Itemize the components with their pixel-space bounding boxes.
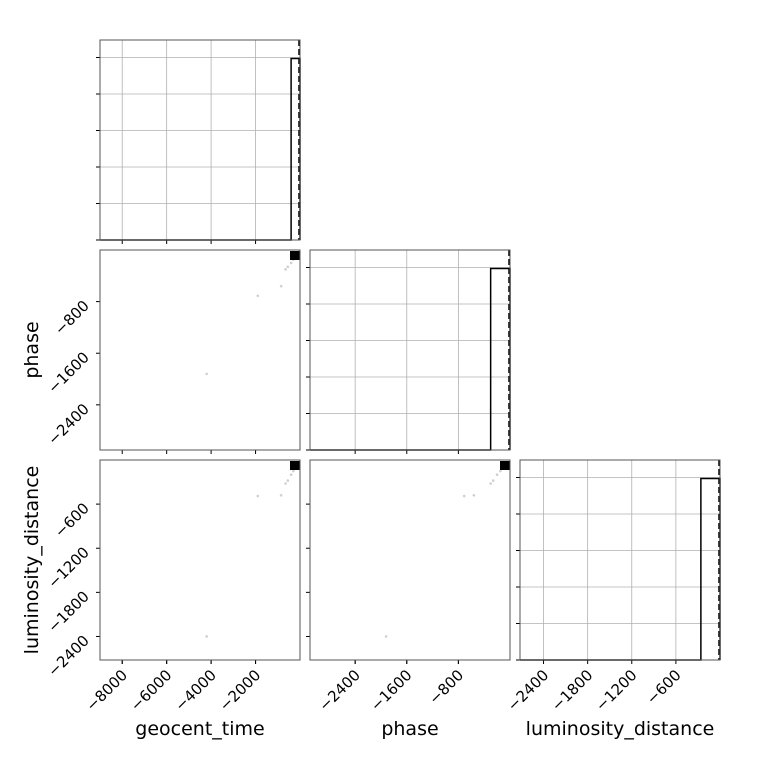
sample-point [289,261,293,265]
sample-point [286,265,290,269]
sample-point [292,469,295,473]
sample-point [499,469,502,473]
panel-luminosity_distance-vs-phase: −2400 −1600 −800 [306,459,511,715]
x-axis-label-geocent_time: geocent_time [135,718,264,740]
y-axis-label-phase: phase [21,321,43,378]
y-tick-label: −1800 [44,587,93,636]
sample-point [495,473,499,477]
x-tick-label: −2400 [504,666,553,715]
sample-point [472,493,476,497]
histogram-geocent_time [100,57,301,241]
panel-frame [309,249,511,451]
sample-point [279,493,283,497]
x-tick-label: −2400 [315,666,364,715]
panel-frame [99,39,301,241]
panel-geocent_time-vs-geocent_time [96,39,301,244]
sample-point [205,635,208,638]
sample-point [284,268,287,271]
x-axis-label-phase: phase [381,718,438,740]
panel-frame [309,459,511,661]
panel-luminosity_distance-vs-geocent_time: −2400−1800−1200−600 −8000−6000−4000−2000 [44,459,301,715]
x-tick-label: −2000 [216,666,265,715]
x-tick-label: −8000 [82,666,131,715]
x-tick-label: −4000 [171,666,220,715]
sample-point [205,372,208,376]
sample-point [491,479,495,482]
sample-point [286,479,290,482]
y-tick-label: −1200 [44,543,93,592]
panel-phase-vs-phase [306,249,511,454]
sample-point [284,482,287,485]
sample-point [489,482,492,485]
sample-point [462,494,466,498]
y-axis-label-luminosity_distance: luminosity_distance [21,466,43,655]
sample-point [256,494,260,498]
sample-point [256,294,260,298]
y-tick-label: −2400 [44,400,93,449]
x-axis-label-luminosity_distance: luminosity_distance [526,718,715,740]
histogram-luminosity_distance [520,477,721,661]
panel-frame [519,459,721,661]
density-peak [290,461,300,470]
density-peak [290,251,300,260]
x-tick-label: −1200 [592,666,641,715]
density-peak [500,461,510,470]
y-tick-label: −2400 [44,632,93,681]
y-tick-label: −600 [51,499,93,541]
x-tick-label: −1800 [548,666,597,715]
panel-luminosity_distance-vs-luminosity_distance: −2400−1800−1200 −600 [504,459,721,715]
y-tick-label: −1600 [44,348,93,397]
y-tick-label: −800 [51,297,93,339]
x-tick-label: −1600 [367,666,416,715]
x-tick-label: −6000 [127,666,176,715]
panel-frame [99,249,301,451]
sample-point [384,635,388,638]
x-tick-label: −800 [425,666,467,708]
sample-point [279,284,283,288]
histogram-phase [310,267,511,451]
panel-phase-vs-geocent_time: −2400−1600 −800 [44,249,301,454]
sample-point [289,473,293,477]
panel-frame [99,459,301,661]
x-tick-label: −600 [643,666,685,708]
